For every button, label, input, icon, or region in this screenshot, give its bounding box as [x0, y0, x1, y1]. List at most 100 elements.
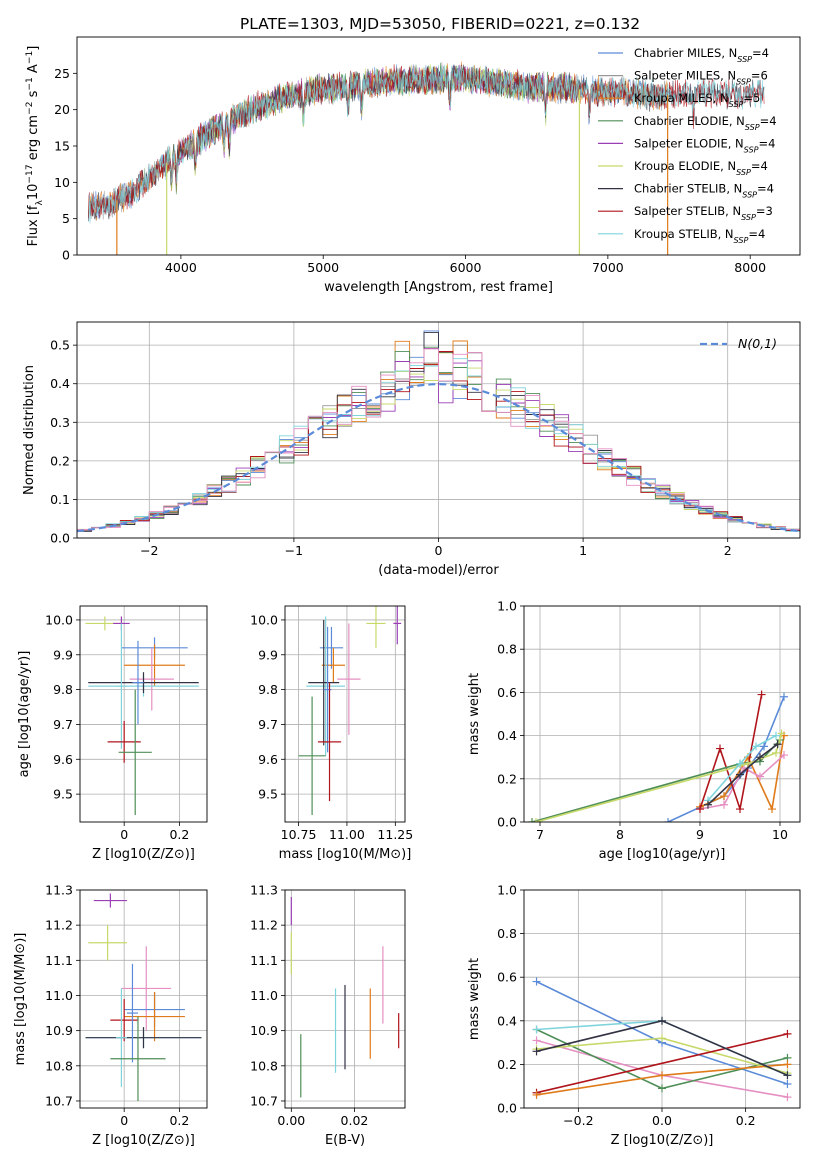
x-axis-label: Z [log10(Z/Z⊙)] — [92, 847, 195, 862]
legend-entry: Chabrier STELIB, NSSP=4 — [634, 182, 774, 200]
y-tick-label: 9.6 — [258, 752, 278, 767]
data-point-marker — [720, 792, 728, 801]
legend-entry: Kroupa ELODIE, NSSP=4 — [634, 159, 768, 177]
y-tick-label: 9.7 — [53, 717, 73, 732]
x-tick-label: 8000 — [734, 260, 766, 275]
data-point-marker — [658, 1034, 666, 1043]
data-point-marker — [783, 1060, 792, 1069]
residual_hist-plot-area — [77, 330, 800, 534]
y-tick-label: 15 — [54, 139, 70, 154]
data-point-marker — [772, 748, 780, 757]
y-tick-label: 10.8 — [250, 1058, 278, 1073]
x-tick-label: 11.25 — [377, 827, 413, 842]
age_vs_mass-plot-area — [298, 606, 402, 816]
figure-title: PLATE=1303, MJD=53050, FIBERID=0221, z=0… — [240, 15, 640, 33]
data-point-marker — [780, 751, 788, 760]
x-tick-label: −1 — [285, 543, 303, 558]
data-point-marker — [757, 690, 766, 699]
massweight_vs_Z-axes: −0.2 0.0 0.2 0.0 0.2 0.4 0.6 0.8 1.0 Z [log10(Z/Z… — [467, 883, 801, 1148]
y-tick-label: 0.3 — [50, 415, 70, 430]
x-axis-label: wavelength [Angstrom, rest frame] — [324, 280, 553, 295]
data-point-marker — [664, 818, 672, 822]
y-tick-label: 9.6 — [53, 752, 73, 767]
x-tick-label: 7000 — [592, 260, 624, 275]
data-point-marker — [528, 818, 536, 822]
y-tick-label: 0.5 — [50, 338, 70, 353]
data-point-marker — [532, 1036, 541, 1045]
y-tick-label: 0.4 — [497, 728, 517, 743]
mass_vs_ebv-plot-area — [290, 897, 400, 1098]
mass_vs_Z-plot-area — [85, 893, 202, 1101]
massweight_vs_age-plot-area — [528, 690, 788, 822]
y-tick-label: 11.0 — [250, 988, 278, 1003]
y-tick-label: 11.1 — [45, 953, 73, 968]
x-axis-label: mass [log10(M/M⊙)] — [279, 847, 412, 862]
y-tick-label: 0.0 — [50, 531, 70, 546]
y-tick-label: 25 — [54, 66, 70, 81]
y-tick-label: 10.0 — [45, 612, 73, 627]
mass_vs_ebv-frame — [284, 889, 406, 1109]
data-point-marker — [532, 818, 540, 822]
x-tick-label: 0 — [120, 827, 128, 842]
x-tick-label: −0.2 — [563, 1113, 593, 1128]
x-tick-label: 0.2 — [169, 827, 189, 842]
y-tick-label: 9.7 — [258, 717, 278, 732]
y-tick-label: 9.5 — [258, 787, 278, 802]
residual_hist-axes: −2 −1 0 1 2 0.0 0.1 0.2 0.3 0.4 0.5 (data-model)/er… — [22, 321, 801, 578]
data-point-marker — [532, 977, 541, 986]
y-tick-label: 0 — [62, 248, 70, 263]
y-tick-label: 0.8 — [497, 926, 517, 941]
y-tick-label: 10.8 — [45, 1058, 73, 1073]
x-tick-label: 0.2 — [169, 1113, 189, 1128]
y-axis-label: mass [log10(M/M⊙)] — [13, 933, 28, 1066]
y-axis-label: Flux [fλ10−17 erg cm−2 s−1 A−1] — [25, 46, 45, 247]
x-tick-label: 0 — [120, 1113, 128, 1128]
data-point-marker — [756, 753, 764, 762]
y-tick-label: 9.9 — [53, 647, 73, 662]
y-tick-label: 0.2 — [497, 771, 517, 786]
x-axis-label: (data-model)/error — [378, 563, 499, 578]
data-point-marker — [704, 800, 712, 809]
data-point-marker — [720, 800, 728, 809]
massweight_vs_age-frame — [523, 605, 801, 823]
y-axis-label: Normed distribution — [22, 365, 37, 495]
x-tick-label: 4000 — [165, 260, 197, 275]
y-tick-label: 9.8 — [53, 682, 73, 697]
y-tick-label: 0.1 — [50, 492, 70, 507]
y-tick-label: 0.2 — [497, 1057, 517, 1072]
data-point-marker — [777, 729, 786, 738]
y-tick-label: 0.4 — [497, 1013, 517, 1028]
data-point-marker — [752, 742, 760, 751]
x-axis-label: age [log10(age/yr)] — [599, 847, 726, 862]
y-tick-label: 5 — [62, 211, 70, 226]
y-tick-label: 1.0 — [497, 883, 517, 898]
y-tick-label: 9.8 — [258, 682, 278, 697]
data-point-marker — [783, 1080, 792, 1089]
x-tick-label: 0.0 — [652, 1113, 672, 1128]
x-tick-label: 0 — [435, 543, 443, 558]
gaussian-curve — [77, 382, 800, 533]
x-tick-label: 10.75 — [281, 827, 317, 842]
legend-entry: N(0,1) — [738, 336, 777, 351]
data-point-marker — [783, 1071, 792, 1080]
data-point-marker — [532, 1025, 541, 1034]
y-tick-label: 1.0 — [497, 599, 517, 614]
x-tick-label: 6000 — [450, 260, 482, 275]
data-point-marker — [736, 759, 744, 768]
y-tick-label: 11.3 — [45, 883, 73, 898]
legend-entry: Kroupa MILES, NSSP=5 — [634, 91, 760, 109]
data-point-marker — [696, 805, 704, 814]
y-tick-label: 11.2 — [45, 918, 73, 933]
age_vs_mass-frame — [284, 605, 406, 823]
mass-weight-line — [536, 1033, 788, 1094]
x-tick-label: 0.2 — [736, 1113, 756, 1128]
data-point-marker — [780, 692, 788, 701]
x-tick-label: 7 — [536, 827, 544, 842]
x-tick-label: 2 — [724, 543, 732, 558]
mass-weight-line — [531, 739, 781, 822]
y-tick-label: 0.0 — [497, 815, 517, 830]
data-point-marker — [658, 1071, 666, 1080]
age_vs_mass-axes: 10.75 11.00 11.25 9.5 9.6 9.7 9.8 9.9 10.0 mass [… — [250, 605, 413, 862]
x-tick-label: 11.00 — [329, 827, 365, 842]
mass_vs_Z-frame — [79, 889, 208, 1109]
